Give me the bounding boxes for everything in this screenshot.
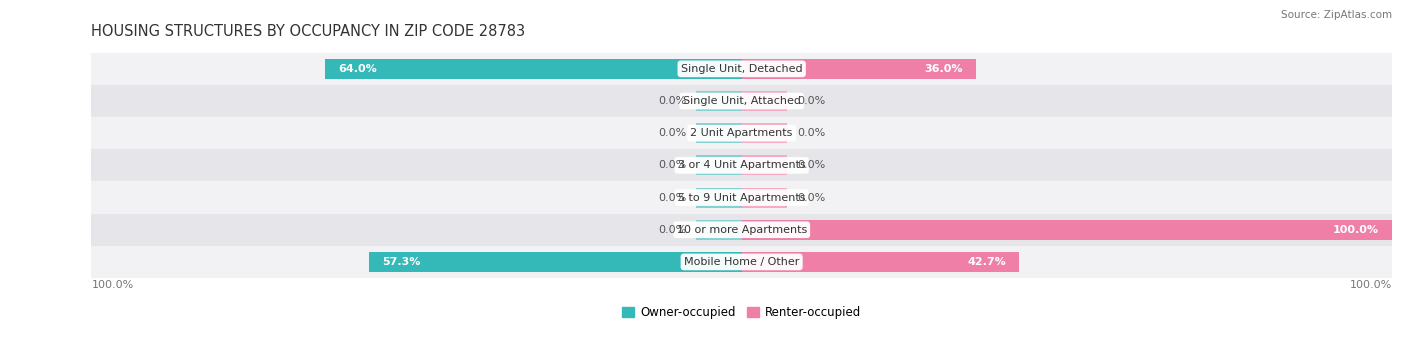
Bar <box>91 214 1392 246</box>
Text: 100.0%: 100.0% <box>1350 280 1392 290</box>
Text: Source: ZipAtlas.com: Source: ZipAtlas.com <box>1281 10 1392 20</box>
Text: 0.0%: 0.0% <box>797 193 825 203</box>
Text: 0.0%: 0.0% <box>658 225 686 235</box>
Bar <box>91 149 1392 181</box>
Bar <box>696 220 742 240</box>
Text: Mobile Home / Other: Mobile Home / Other <box>683 257 800 267</box>
Text: 36.0%: 36.0% <box>924 64 963 74</box>
Bar <box>368 252 742 272</box>
Bar <box>91 117 1392 149</box>
Text: 100.0%: 100.0% <box>1333 225 1379 235</box>
Text: 0.0%: 0.0% <box>658 96 686 106</box>
Bar <box>91 85 1392 117</box>
Bar <box>742 188 787 208</box>
Text: 0.0%: 0.0% <box>797 128 825 138</box>
Bar <box>742 252 1019 272</box>
Text: Single Unit, Detached: Single Unit, Detached <box>681 64 803 74</box>
Bar <box>696 188 742 208</box>
Bar <box>91 246 1392 278</box>
Bar <box>325 59 742 79</box>
Text: 0.0%: 0.0% <box>797 160 825 170</box>
Bar <box>742 91 787 111</box>
Text: 0.0%: 0.0% <box>797 96 825 106</box>
Bar <box>742 220 1392 240</box>
Text: Single Unit, Attached: Single Unit, Attached <box>683 96 800 106</box>
Bar <box>91 181 1392 214</box>
Text: 57.3%: 57.3% <box>382 257 420 267</box>
Text: 0.0%: 0.0% <box>658 160 686 170</box>
Text: 5 to 9 Unit Apartments: 5 to 9 Unit Apartments <box>678 193 806 203</box>
Bar <box>696 91 742 111</box>
Text: 0.0%: 0.0% <box>658 193 686 203</box>
Text: 3 or 4 Unit Apartments: 3 or 4 Unit Apartments <box>678 160 806 170</box>
Bar <box>696 155 742 175</box>
Bar <box>91 53 1392 85</box>
Legend: Owner-occupied, Renter-occupied: Owner-occupied, Renter-occupied <box>617 301 866 324</box>
Text: 42.7%: 42.7% <box>967 257 1007 267</box>
Text: 100.0%: 100.0% <box>91 280 134 290</box>
Text: HOUSING STRUCTURES BY OCCUPANCY IN ZIP CODE 28783: HOUSING STRUCTURES BY OCCUPANCY IN ZIP C… <box>91 24 526 39</box>
Text: 0.0%: 0.0% <box>658 128 686 138</box>
Bar <box>696 123 742 143</box>
Text: 2 Unit Apartments: 2 Unit Apartments <box>690 128 793 138</box>
Text: 64.0%: 64.0% <box>339 64 377 74</box>
Text: 10 or more Apartments: 10 or more Apartments <box>676 225 807 235</box>
Bar <box>742 59 976 79</box>
Bar <box>742 155 787 175</box>
Bar <box>742 123 787 143</box>
